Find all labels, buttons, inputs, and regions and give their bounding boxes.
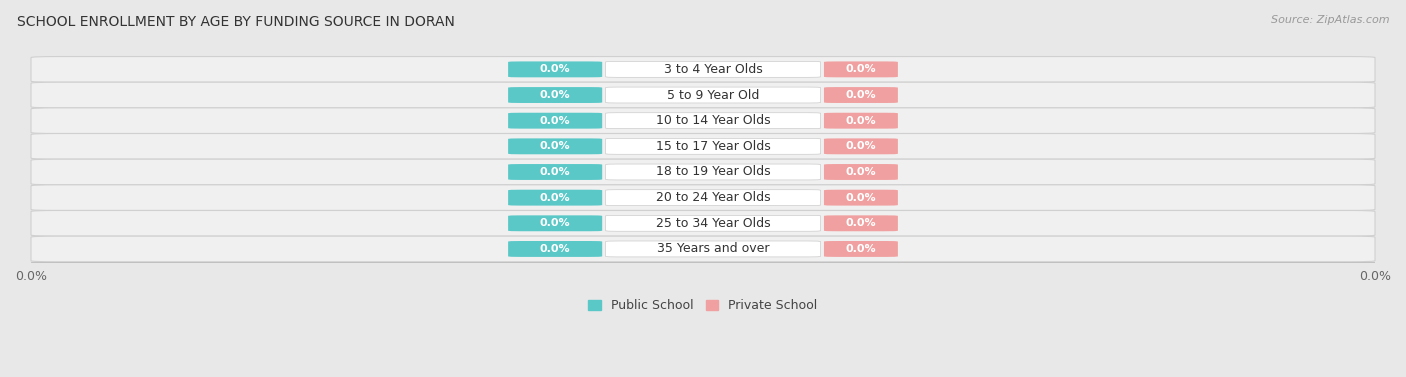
FancyBboxPatch shape — [508, 241, 602, 257]
Text: 10 to 14 Year Olds: 10 to 14 Year Olds — [655, 114, 770, 127]
Text: 0.0%: 0.0% — [845, 64, 876, 74]
FancyBboxPatch shape — [31, 159, 1375, 185]
FancyBboxPatch shape — [824, 138, 898, 154]
FancyBboxPatch shape — [31, 185, 1375, 210]
FancyBboxPatch shape — [508, 215, 602, 231]
FancyBboxPatch shape — [824, 241, 898, 257]
Text: 5 to 9 Year Old: 5 to 9 Year Old — [666, 89, 759, 101]
Text: 25 to 34 Year Olds: 25 to 34 Year Olds — [655, 217, 770, 230]
Text: 20 to 24 Year Olds: 20 to 24 Year Olds — [655, 191, 770, 204]
Text: 3 to 4 Year Olds: 3 to 4 Year Olds — [664, 63, 762, 76]
FancyBboxPatch shape — [508, 61, 602, 77]
FancyBboxPatch shape — [31, 236, 1375, 262]
FancyBboxPatch shape — [824, 87, 898, 103]
FancyBboxPatch shape — [606, 190, 821, 205]
FancyBboxPatch shape — [31, 108, 1375, 133]
FancyBboxPatch shape — [606, 61, 821, 77]
Text: 0.0%: 0.0% — [845, 218, 876, 228]
Text: 0.0%: 0.0% — [845, 116, 876, 126]
FancyBboxPatch shape — [824, 190, 898, 205]
FancyBboxPatch shape — [508, 87, 602, 103]
Text: 0.0%: 0.0% — [845, 193, 876, 203]
Text: 0.0%: 0.0% — [540, 244, 571, 254]
FancyBboxPatch shape — [606, 87, 821, 103]
FancyBboxPatch shape — [606, 113, 821, 129]
FancyBboxPatch shape — [508, 164, 602, 180]
FancyBboxPatch shape — [31, 210, 1375, 236]
Text: 35 Years and over: 35 Years and over — [657, 242, 769, 256]
Text: 0.0%: 0.0% — [540, 116, 571, 126]
FancyBboxPatch shape — [824, 164, 898, 180]
Text: 0.0%: 0.0% — [540, 141, 571, 151]
Legend: Public School, Private School: Public School, Private School — [583, 294, 823, 317]
Text: 0.0%: 0.0% — [845, 167, 876, 177]
Text: 0.0%: 0.0% — [845, 141, 876, 151]
Text: Source: ZipAtlas.com: Source: ZipAtlas.com — [1271, 15, 1389, 25]
FancyBboxPatch shape — [824, 215, 898, 231]
Text: 0.0%: 0.0% — [540, 90, 571, 100]
Text: 0.0%: 0.0% — [845, 90, 876, 100]
FancyBboxPatch shape — [606, 241, 821, 257]
FancyBboxPatch shape — [508, 138, 602, 154]
Text: 0.0%: 0.0% — [540, 193, 571, 203]
Text: 0.0%: 0.0% — [845, 244, 876, 254]
FancyBboxPatch shape — [606, 138, 821, 154]
Text: 0.0%: 0.0% — [540, 167, 571, 177]
FancyBboxPatch shape — [606, 215, 821, 231]
Text: SCHOOL ENROLLMENT BY AGE BY FUNDING SOURCE IN DORAN: SCHOOL ENROLLMENT BY AGE BY FUNDING SOUR… — [17, 15, 454, 29]
FancyBboxPatch shape — [824, 61, 898, 77]
Text: 0.0%: 0.0% — [540, 218, 571, 228]
FancyBboxPatch shape — [31, 82, 1375, 108]
FancyBboxPatch shape — [508, 113, 602, 129]
FancyBboxPatch shape — [824, 113, 898, 129]
Text: 0.0%: 0.0% — [540, 64, 571, 74]
Text: 18 to 19 Year Olds: 18 to 19 Year Olds — [655, 166, 770, 178]
FancyBboxPatch shape — [31, 133, 1375, 159]
FancyBboxPatch shape — [606, 164, 821, 180]
Text: 15 to 17 Year Olds: 15 to 17 Year Olds — [655, 140, 770, 153]
FancyBboxPatch shape — [31, 57, 1375, 82]
FancyBboxPatch shape — [508, 190, 602, 205]
